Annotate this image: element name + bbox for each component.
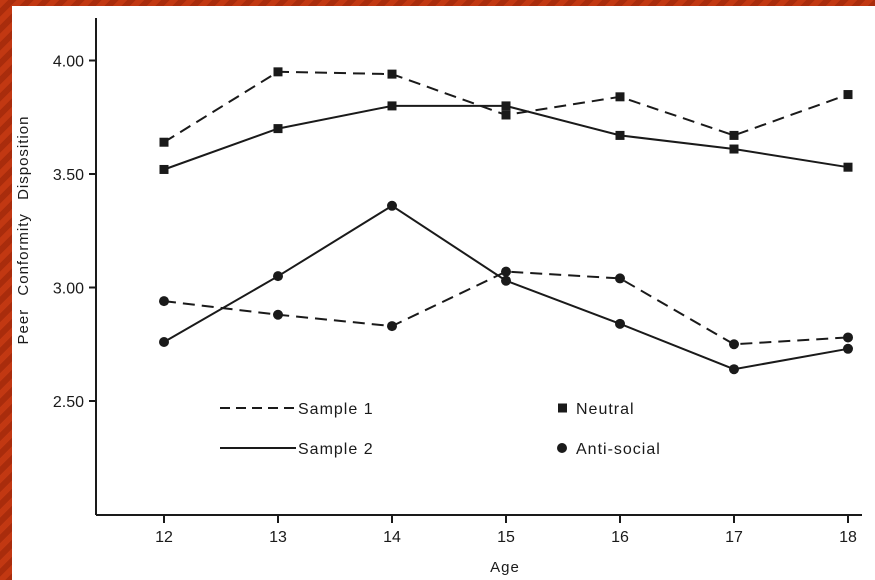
data-point-circle bbox=[729, 339, 739, 350]
x-tick-label: 17 bbox=[725, 529, 743, 546]
data-point-square bbox=[273, 124, 283, 134]
data-point-circle bbox=[273, 309, 283, 320]
series-neutral-sample-2 bbox=[159, 101, 853, 174]
data-point-circle bbox=[387, 321, 397, 332]
data-point-square bbox=[273, 67, 283, 77]
y-tick-label: 3.50 bbox=[53, 167, 84, 184]
data-point-circle bbox=[729, 364, 739, 375]
series-anti-social-sample-1 bbox=[159, 266, 853, 350]
x-tick-label: 13 bbox=[269, 529, 287, 546]
chart-legend: Sample 1 Sample 2 Neutral Anti-social bbox=[220, 401, 661, 458]
chart-panel bbox=[12, 6, 875, 580]
series-anti-social-sample-2 bbox=[159, 200, 853, 375]
data-point-square bbox=[615, 130, 625, 140]
series-neutral-sample-1 bbox=[159, 67, 853, 147]
data-point-circle bbox=[615, 273, 625, 284]
x-tick-label: 18 bbox=[839, 529, 857, 546]
data-point-square bbox=[387, 101, 397, 111]
data-point-circle bbox=[843, 343, 853, 354]
data-point-square bbox=[159, 164, 169, 174]
data-point-square bbox=[387, 69, 397, 79]
chart-axes: 2.50 3.00 3.50 4.00 12 13 14 15 16 17 18 bbox=[53, 18, 862, 546]
chart-series bbox=[159, 67, 853, 375]
x-tick-label: 16 bbox=[611, 529, 629, 546]
legend-label: Neutral bbox=[576, 401, 635, 418]
x-tick-label: 14 bbox=[383, 529, 401, 546]
x-tick-label: 12 bbox=[155, 529, 173, 546]
data-point-square bbox=[159, 137, 169, 147]
y-axis-title: Peer Conformity Disposition bbox=[15, 116, 32, 345]
data-point-square bbox=[843, 162, 853, 172]
legend-label: Sample 1 bbox=[298, 401, 374, 418]
y-tick-label: 4.00 bbox=[53, 54, 84, 71]
y-tick-label: 3.00 bbox=[53, 281, 84, 298]
data-point-square bbox=[501, 101, 511, 111]
legend-marker-square bbox=[558, 403, 567, 413]
data-point-circle bbox=[273, 271, 283, 282]
data-point-square bbox=[729, 144, 739, 154]
legend-label: Sample 2 bbox=[298, 441, 374, 458]
y-tick-label: 2.50 bbox=[53, 394, 84, 411]
data-point-circle bbox=[159, 296, 169, 307]
legend-marker-circle bbox=[557, 443, 567, 453]
data-point-square bbox=[729, 130, 739, 140]
series-line bbox=[163, 204, 849, 371]
legend-label: Anti-social bbox=[576, 441, 661, 458]
x-axis-title: Age bbox=[490, 559, 520, 576]
data-point-circle bbox=[843, 332, 853, 343]
x-tick-label: 15 bbox=[497, 529, 515, 546]
data-point-circle bbox=[387, 200, 397, 211]
data-point-circle bbox=[501, 266, 511, 277]
data-point-circle bbox=[159, 336, 169, 347]
data-point-square bbox=[843, 90, 853, 100]
data-point-square bbox=[501, 110, 511, 120]
data-point-square bbox=[615, 92, 625, 102]
data-point-circle bbox=[615, 318, 625, 329]
data-point-circle bbox=[501, 275, 511, 286]
